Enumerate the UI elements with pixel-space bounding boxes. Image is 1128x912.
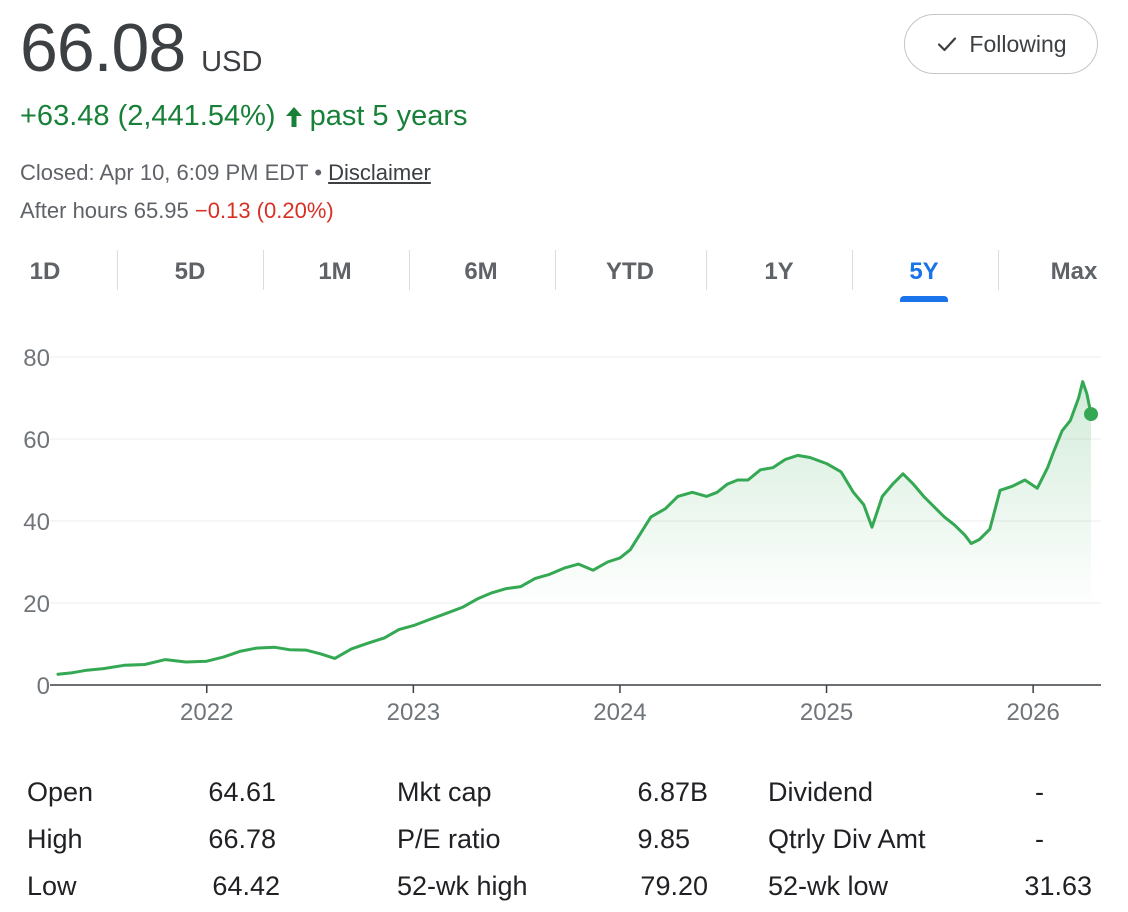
tab-1m[interactable]: 1M (318, 258, 352, 285)
y-tick-label: 40 (23, 509, 50, 536)
price-chart: 0 20 40 60 80 2022 2023 2024 2025 2026 (23, 345, 1101, 726)
tab-divider (117, 250, 118, 290)
after-hours: After hours 65.95 −0.13 (0.20%) (20, 198, 334, 224)
stat-label: 52-wk high (397, 871, 528, 901)
x-tick-label: 2026 (1006, 699, 1059, 726)
market-status: Closed: Apr 10, 6:09 PM EDT • Disclaimer (20, 160, 431, 186)
tab-divider (706, 250, 707, 290)
stat-label: 52-wk low (768, 871, 889, 901)
current-price: 66.08 (20, 10, 186, 86)
y-tick-label: 80 (23, 345, 50, 372)
range-tabs: 1D 5D 1M 6M YTD 1Y 5Y Max (0, 246, 1128, 306)
x-tick-label: 2024 (593, 699, 646, 726)
stat-label: P/E ratio (397, 824, 501, 854)
stat-value: 6.87B (637, 777, 708, 807)
stat-value: - (1035, 777, 1044, 807)
stat-value: 66.78 (208, 824, 276, 854)
series-line (56, 380, 1093, 676)
tab-ytd[interactable]: YTD (606, 258, 654, 285)
stat-value: - (1035, 824, 1044, 854)
arrow-up-icon (284, 105, 304, 129)
check-icon (938, 37, 957, 52)
x-tick-label: 2025 (800, 699, 853, 726)
tab-divider (555, 250, 556, 290)
closed-time: Closed: Apr 10, 6:09 PM EDT (20, 160, 309, 185)
tab-5y[interactable]: 5Y (889, 246, 959, 298)
tab-divider (409, 250, 410, 290)
stat-label: Dividend (768, 777, 874, 807)
stat-label: High (27, 824, 83, 854)
x-tick-label: 2022 (180, 699, 233, 726)
stat-value: 64.42 (212, 871, 280, 901)
tab-divider (998, 250, 999, 290)
last-price-marker (1084, 407, 1098, 422)
following-label: Following (969, 30, 1067, 57)
price-change: +63.48 (2,441.54%) past 5 years (20, 100, 468, 133)
price-header: 66.08 USD (20, 8, 262, 88)
stat-value: 31.63 (1024, 871, 1092, 901)
tab-5d[interactable]: 5D (174, 258, 206, 285)
y-tick-label: 20 (23, 591, 50, 618)
following-button[interactable]: Following (904, 14, 1098, 74)
stat-label: Qtrly Div Amt (768, 824, 926, 854)
change-period: past 5 years (309, 100, 468, 132)
stat-value: 9.85 (637, 824, 690, 854)
after-hours-change: −0.13 (0.20%) (194, 198, 334, 223)
tab-max[interactable]: Max (1050, 258, 1098, 285)
stat-label: Low (27, 871, 77, 901)
currency-label: USD (201, 46, 263, 78)
stat-value: 64.61 (208, 777, 276, 807)
tab-6m[interactable]: 6M (464, 258, 498, 285)
tab-divider (263, 250, 264, 290)
tab-divider (852, 250, 853, 290)
stat-value: 79.20 (640, 871, 708, 901)
stat-label: Open (27, 777, 94, 807)
series-area-fill (58, 381, 1091, 685)
tab-1d[interactable]: 1D (29, 258, 61, 285)
x-tick-label: 2023 (387, 699, 440, 726)
after-hours-price: After hours 65.95 (20, 198, 189, 223)
change-value: +63.48 (2,441.54%) (20, 100, 276, 132)
stat-label: Mkt cap (397, 777, 492, 807)
separator-bullet: • (314, 160, 323, 185)
y-tick-label: 60 (23, 427, 50, 454)
disclaimer-link[interactable]: Disclaimer (328, 160, 431, 185)
tab-1y[interactable]: 1Y (764, 258, 794, 285)
y-tick-label: 0 (37, 673, 50, 700)
